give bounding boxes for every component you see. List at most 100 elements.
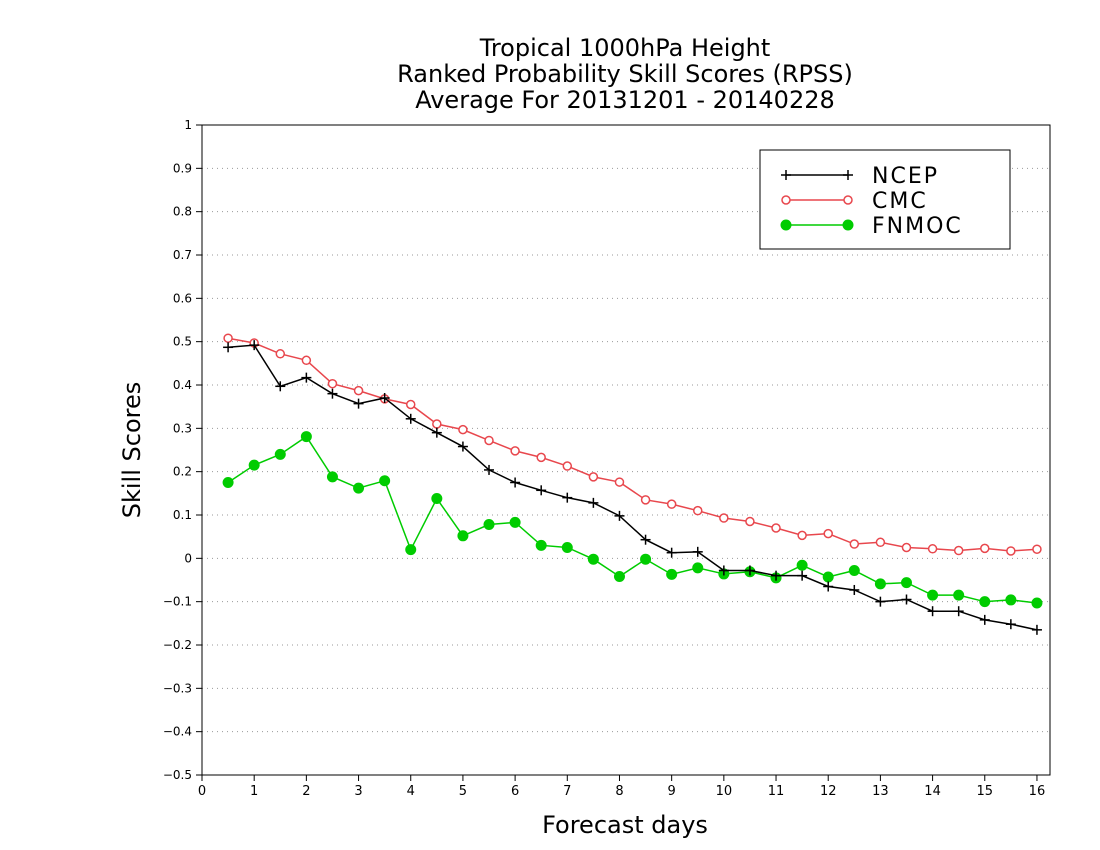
- x-tick-label: 8: [615, 784, 623, 799]
- data-point-cmc: [536, 452, 546, 463]
- data-point-ncep: [536, 485, 547, 496]
- data-point-ncep: [510, 477, 521, 488]
- x-tick-label: 15: [976, 784, 993, 799]
- data-point-ncep: [927, 606, 938, 617]
- legend-label-fnmoc: FNMOC: [872, 214, 963, 239]
- data-point-ncep: [562, 492, 573, 503]
- data-point-fnmoc: [822, 571, 834, 583]
- data-point-cmc: [614, 477, 625, 487]
- data-point-ncep: [797, 570, 808, 581]
- legend-marker-ncep: [781, 170, 791, 180]
- legend-label-ncep: NCEP: [872, 164, 939, 189]
- x-tick-label: 1: [250, 784, 258, 799]
- data-point-cmc: [666, 499, 677, 509]
- data-point-ncep: [953, 606, 964, 617]
- data-point-fnmoc: [248, 459, 260, 471]
- legend-marker-cmc: [843, 195, 853, 205]
- data-point-fnmoc: [848, 564, 860, 576]
- y-tick-label: 0: [184, 551, 192, 565]
- chart-title-line-2: Ranked Probability Skill Scores (RPSS): [397, 60, 853, 88]
- series-line-fnmoc: [227, 435, 1038, 604]
- legend-marker-fnmoc: [842, 219, 854, 231]
- y-tick-label: 0.2: [173, 465, 192, 479]
- data-point-fnmoc: [353, 482, 365, 494]
- data-point-ncep: [744, 565, 755, 576]
- data-point-cmc: [823, 528, 833, 539]
- data-point-fnmoc: [326, 471, 338, 483]
- data-point-ncep: [849, 584, 860, 595]
- data-point-cmc: [927, 544, 938, 554]
- data-point-ncep: [301, 372, 312, 383]
- data-point-ncep: [692, 546, 703, 557]
- data-point-fnmoc: [535, 539, 547, 551]
- data-point-fnmoc: [692, 562, 704, 574]
- legend-item-fnmoc: FNMOC: [780, 214, 963, 239]
- data-point-cmc: [953, 545, 964, 556]
- data-point-cmc: [980, 543, 990, 554]
- y-tick-label: 0.5: [173, 335, 192, 349]
- data-point-cmc: [719, 513, 729, 523]
- legend-marker-cmc: [781, 195, 791, 205]
- y-tick-label: −0.3: [163, 681, 192, 695]
- data-point-ncep: [327, 388, 338, 399]
- x-tick-label: 2: [302, 784, 310, 799]
- data-point-cmc: [849, 539, 860, 549]
- data-point-ncep: [718, 565, 729, 576]
- x-tick-label: 4: [407, 784, 415, 799]
- data-point-ncep: [275, 381, 286, 392]
- data-point-fnmoc: [274, 448, 286, 460]
- data-point-cmc: [901, 542, 912, 553]
- y-tick-label: 0.3: [173, 421, 192, 435]
- data-point-ncep: [640, 534, 651, 545]
- data-point-fnmoc: [1031, 597, 1043, 609]
- legend-item-ncep: NCEP: [781, 164, 939, 189]
- chart-title-line-3: Average For 20131201 - 20140228: [415, 86, 835, 114]
- series-ncep: [223, 340, 1042, 635]
- data-point-ncep: [223, 342, 234, 353]
- data-point-ncep: [1005, 619, 1016, 630]
- data-point-ncep: [405, 413, 416, 424]
- data-point-cmc: [771, 523, 781, 533]
- x-tick-label: 16: [1029, 784, 1046, 799]
- data-point-ncep: [901, 594, 912, 605]
- data-point-fnmoc: [796, 559, 808, 571]
- chart-title-line-1: Tropical 1000hPa Height: [479, 34, 771, 62]
- data-point-fnmoc: [640, 553, 652, 565]
- x-tick-label: 14: [924, 784, 941, 799]
- data-point-fnmoc: [1005, 594, 1017, 606]
- data-point-cmc: [484, 435, 494, 446]
- data-point-fnmoc: [222, 477, 234, 488]
- data-point-fnmoc: [431, 493, 443, 505]
- series-lines: [222, 333, 1043, 635]
- y-tick-label: 0.7: [173, 248, 192, 262]
- x-tick-label: 3: [354, 784, 362, 799]
- data-point-ncep: [379, 393, 390, 403]
- y-tick-label: −0.1: [163, 595, 192, 609]
- data-point-fnmoc: [979, 596, 991, 608]
- data-point-ncep: [588, 497, 599, 508]
- series-cmc: [223, 333, 1042, 556]
- data-point-cmc: [353, 385, 364, 396]
- data-point-fnmoc: [927, 589, 939, 601]
- data-point-ncep: [823, 581, 834, 592]
- x-tick-label: 7: [563, 784, 571, 799]
- legend-marker-ncep: [843, 170, 853, 180]
- data-point-cmc: [405, 399, 416, 410]
- y-tick-label: −0.5: [163, 768, 192, 782]
- data-point-fnmoc: [483, 519, 495, 531]
- data-point-cmc: [275, 349, 286, 359]
- data-point-cmc: [875, 537, 886, 548]
- data-point-cmc: [693, 505, 703, 516]
- plot-frame: [201, 124, 1051, 776]
- data-point-fnmoc: [300, 431, 312, 443]
- data-point-cmc: [223, 333, 233, 343]
- data-point-fnmoc: [457, 530, 469, 542]
- data-point-cmc: [562, 461, 573, 471]
- data-point-fnmoc: [587, 553, 599, 565]
- data-point-ncep: [353, 398, 364, 409]
- x-tick-label: 11: [768, 784, 785, 799]
- series-fnmoc: [222, 431, 1043, 609]
- data-point-cmc: [458, 424, 468, 435]
- data-point-ncep: [431, 427, 442, 438]
